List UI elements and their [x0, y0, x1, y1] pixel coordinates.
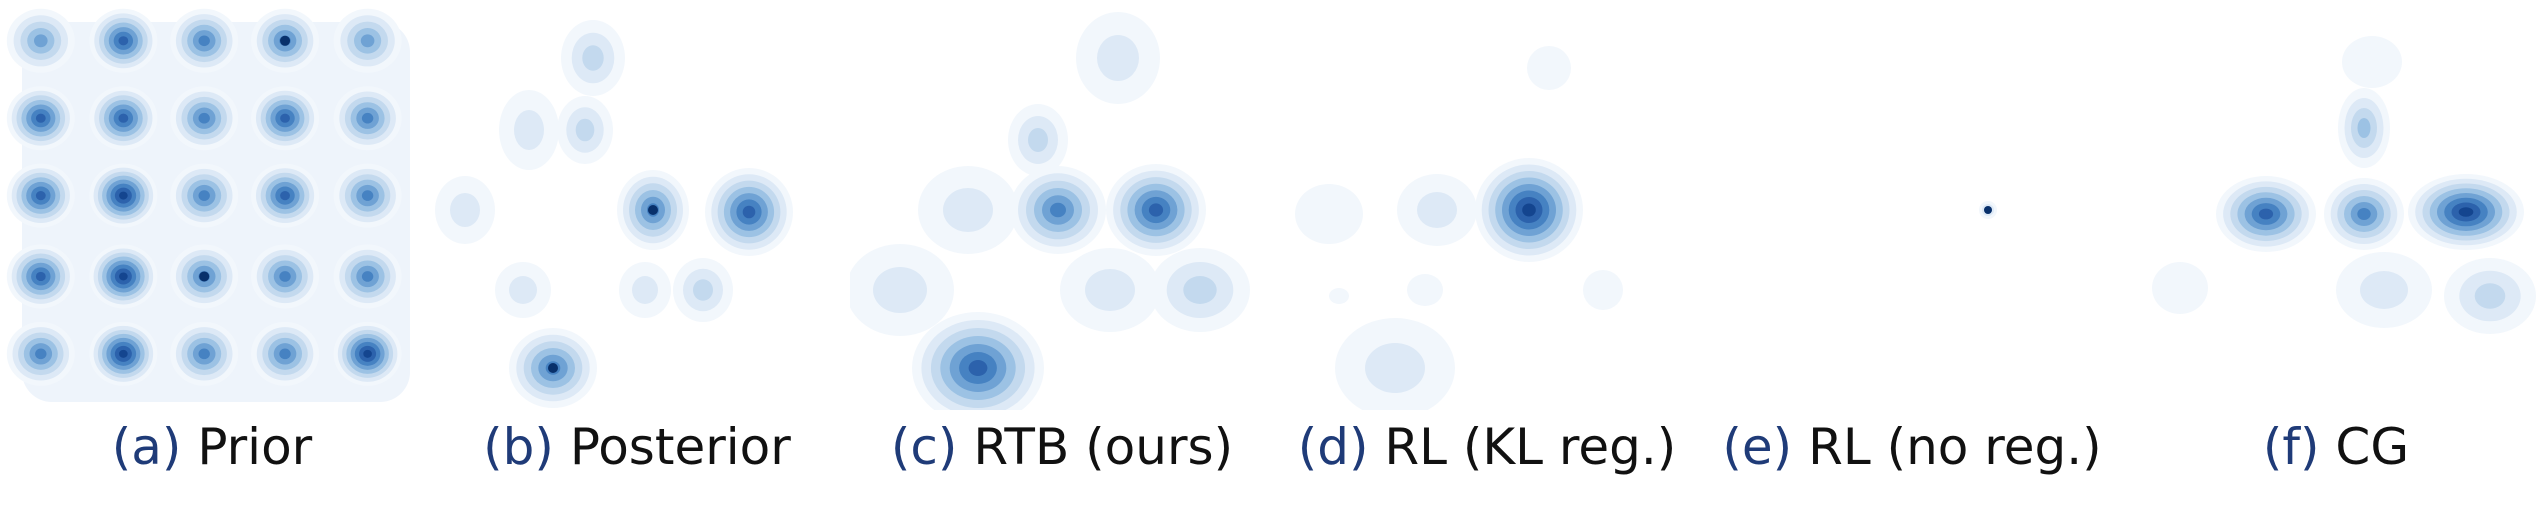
caption-rl-no-reg: (e) RL (no reg.) — [1700, 418, 2124, 476]
density-contour — [118, 36, 129, 46]
panel-prior: (a) Prior — [0, 0, 424, 528]
prior-mode-grid — [6, 8, 402, 386]
density-contour — [1148, 203, 1164, 217]
density-contour — [198, 112, 210, 124]
density-contour — [35, 113, 46, 123]
density-contour — [943, 188, 993, 232]
density-contour — [450, 193, 480, 227]
rl-kl-reg-modes — [1295, 46, 1623, 410]
density-contour — [509, 276, 537, 304]
density-contour — [2360, 271, 2408, 309]
density-contour — [198, 348, 210, 360]
caption-posterior: (b) Posterior — [425, 418, 849, 476]
rl-kl-reg-density-plot — [1295, 46, 1623, 410]
density-contour — [118, 113, 129, 123]
caption-label: CG — [2335, 418, 2410, 476]
density-contour — [582, 45, 604, 71]
density-contour — [1295, 184, 1363, 244]
density-contour — [34, 34, 48, 48]
panel-posterior: (b) Posterior — [425, 0, 849, 528]
caption-label: RTB (ours) — [973, 418, 1234, 476]
density-contour — [198, 35, 210, 47]
density-contour — [1050, 202, 1066, 218]
density-contour — [119, 191, 128, 200]
density-contour — [119, 272, 128, 281]
density-contour — [2458, 207, 2474, 217]
density-contour — [361, 190, 374, 201]
caption-label: Prior — [197, 418, 313, 476]
density-contour — [35, 348, 47, 360]
caption-tag: (e) — [1722, 418, 1793, 476]
rtb-density-plot — [850, 12, 1250, 410]
caption-tag: (d) — [1297, 418, 1369, 476]
density-contour — [280, 113, 290, 123]
density-contour — [514, 110, 544, 150]
density-peak — [548, 363, 558, 373]
density-contour — [968, 360, 988, 376]
density-contour — [1522, 203, 1536, 217]
density-contour — [280, 191, 290, 201]
density-contour — [575, 118, 595, 142]
prior-density-plot — [6, 8, 410, 402]
density-contour — [360, 34, 375, 48]
panel-rl-kl-reg: (d) RL (KL reg.) — [1275, 0, 1699, 528]
posterior-density-plot — [435, 20, 793, 408]
cg-modes — [2152, 36, 2536, 334]
density-contour — [35, 191, 46, 201]
density-contour — [361, 271, 374, 282]
density-contour — [279, 348, 291, 360]
density-contour — [2474, 283, 2506, 309]
caption-label: RL (no reg.) — [1808, 418, 2102, 476]
density-contour — [873, 267, 927, 313]
caption-label: RL (KL reg.) — [1384, 418, 1677, 476]
density-contour — [119, 349, 128, 358]
panel-rl-no-reg: (e) RL (no reg.) — [1700, 0, 2124, 528]
density-contour — [363, 349, 372, 358]
density-contour — [35, 271, 46, 282]
caption-tag: (a) — [111, 418, 182, 476]
density-contour — [2357, 208, 2371, 220]
density-contour — [1583, 270, 1623, 310]
caption-rl-kl-reg: (d) RL (KL reg.) — [1275, 418, 1699, 476]
caption-rtb: (c) RTB (ours) — [850, 418, 1274, 476]
density-contour — [198, 190, 210, 201]
density-contour — [2357, 118, 2371, 138]
density-contour — [361, 112, 374, 124]
density-peak — [1984, 206, 1992, 214]
density-contour — [2152, 262, 2208, 314]
density-peak — [199, 271, 210, 282]
cg-density-plot — [2152, 36, 2536, 334]
caption-cg: (f) CG — [2124, 418, 2548, 476]
density-contour — [632, 276, 658, 304]
density-contour — [279, 271, 291, 282]
density-contour — [1365, 343, 1425, 393]
panel-cg: (f) CG — [2124, 0, 2548, 528]
density-contour — [742, 205, 756, 219]
density-contour — [1417, 192, 1457, 228]
density-contour — [1407, 274, 1443, 306]
caption-prior: (a) Prior — [0, 418, 424, 476]
density-contour — [2342, 36, 2402, 88]
density-contour — [2258, 208, 2274, 220]
density-contour — [1085, 269, 1135, 311]
caption-label: Posterior — [569, 418, 791, 476]
density-peak — [280, 35, 291, 46]
posterior-modes — [435, 20, 793, 408]
rl-no-reg-density-plot — [1979, 201, 1997, 219]
rl-no-reg-modes — [1979, 201, 1997, 219]
density-contour — [1097, 35, 1139, 81]
density-contour — [693, 279, 713, 301]
density-contour — [1183, 276, 1217, 304]
rtb-modes — [850, 12, 1250, 410]
density-contour — [1329, 288, 1349, 304]
caption-tag: (f) — [2262, 418, 2320, 476]
caption-tag: (c) — [890, 418, 958, 476]
density-contour — [1028, 128, 1048, 152]
panel-rtb: (c) RTB (ours) — [850, 0, 1274, 528]
density-contour — [1527, 46, 1571, 90]
density-peak — [648, 205, 658, 215]
caption-tag: (b) — [483, 418, 554, 476]
